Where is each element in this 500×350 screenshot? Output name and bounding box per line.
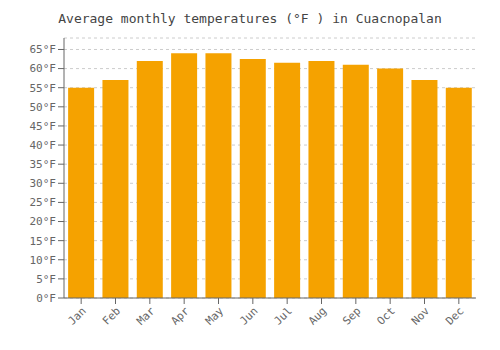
svg-text:10°F: 10°F — [30, 254, 57, 267]
svg-text:Aug: Aug — [306, 304, 329, 327]
svg-text:Mar: Mar — [134, 304, 158, 328]
svg-text:Feb: Feb — [100, 304, 123, 327]
svg-text:40°F: 40°F — [30, 139, 57, 152]
svg-text:Sep: Sep — [340, 304, 363, 327]
svg-text:45°F: 45°F — [30, 120, 57, 133]
svg-text:0°F: 0°F — [36, 292, 56, 305]
svg-text:30°F: 30°F — [30, 177, 57, 190]
svg-text:20°F: 20°F — [30, 215, 57, 228]
svg-text:60°F: 60°F — [30, 62, 57, 75]
svg-text:Jun: Jun — [237, 304, 260, 327]
svg-text:Jan: Jan — [66, 304, 89, 327]
svg-text:55°F: 55°F — [30, 82, 57, 95]
svg-text:Nov: Nov — [409, 304, 433, 328]
svg-text:25°F: 25°F — [30, 196, 57, 209]
svg-text:May: May — [203, 304, 227, 328]
svg-text:Jul: Jul — [272, 304, 295, 327]
svg-text:Oct: Oct — [375, 304, 398, 327]
html-text:Average monthly temperatures (: Average monthly temperatures (°F ) in Cu… — [58, 11, 442, 26]
svg-text:15°F: 15°F — [30, 235, 57, 248]
svg-text:35°F: 35°F — [30, 158, 57, 171]
svg-text:5°F: 5°F — [36, 273, 56, 286]
svg-text:65°F: 65°F — [30, 43, 57, 56]
svg-text:Apr: Apr — [169, 304, 193, 328]
svg-text:50°F: 50°F — [30, 101, 57, 114]
svg-text:Dec: Dec — [443, 304, 466, 327]
